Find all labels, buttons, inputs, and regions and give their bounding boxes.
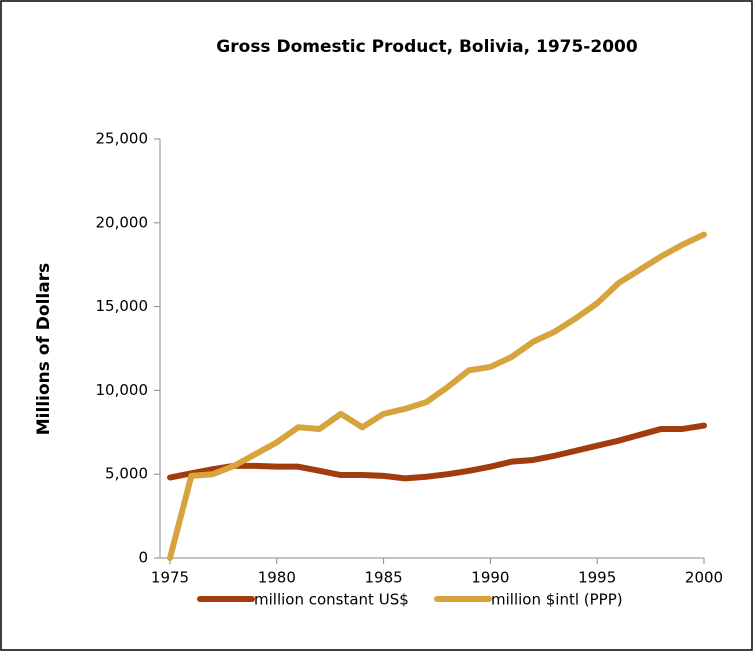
x-tick-label: 1985 xyxy=(365,569,403,587)
y-tick-label: 15,000 xyxy=(96,297,149,315)
x-tick-label: 1975 xyxy=(151,569,189,587)
y-tick-label: 0 xyxy=(138,549,148,567)
x-tick-label: 2000 xyxy=(685,569,723,587)
data-line xyxy=(167,422,707,482)
y-tick-label: 25,000 xyxy=(96,130,149,148)
y-tick-label: 20,000 xyxy=(96,213,149,231)
x-tick-label: 1995 xyxy=(578,569,616,587)
x-tick-label: 1990 xyxy=(471,569,509,587)
y-tick-label: 5,000 xyxy=(105,465,148,483)
chart-title: Gross Domestic Product, Bolivia, 1975-20… xyxy=(216,37,638,57)
y-tick-label: 10,000 xyxy=(96,381,149,399)
data-line xyxy=(167,231,707,561)
y-axis-label: Millions of Dollars xyxy=(34,263,54,435)
legend-label: million $intl (PPP) xyxy=(491,591,623,609)
x-tick-label: 1980 xyxy=(258,569,296,587)
legend-label: million constant US$ xyxy=(254,591,409,609)
